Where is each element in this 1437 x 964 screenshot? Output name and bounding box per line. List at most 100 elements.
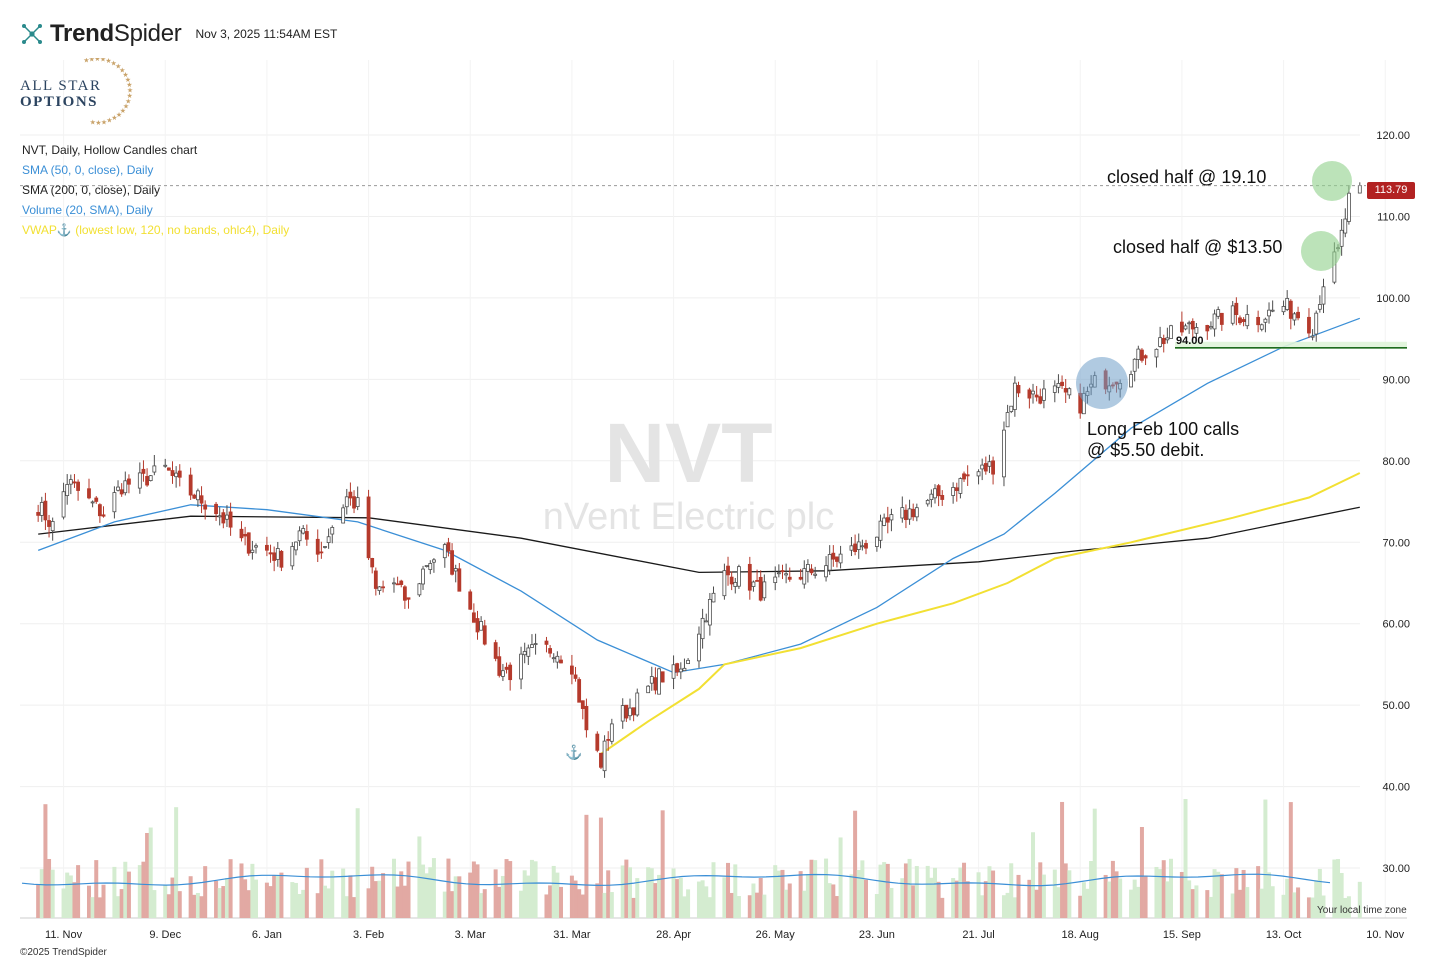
- legend-volume[interactable]: Volume (20, SMA), Daily: [22, 203, 153, 217]
- candle-body: [762, 581, 767, 599]
- volume-bar: [1103, 874, 1108, 918]
- candle-body: [940, 495, 945, 500]
- volume-bar: [504, 859, 509, 918]
- candle-body: [646, 685, 651, 694]
- timezone-label[interactable]: Your local time zone: [1317, 905, 1407, 916]
- candle-body: [631, 707, 636, 716]
- candle-body: [711, 592, 716, 603]
- candle-body: [1285, 298, 1290, 310]
- volume-bar: [860, 860, 865, 918]
- volume-bar: [976, 872, 981, 918]
- volume-bar: [468, 872, 473, 918]
- candle-body: [755, 580, 759, 582]
- volume-bar: [1161, 860, 1166, 918]
- candle-body: [246, 532, 251, 554]
- badge-star: ★: [126, 92, 132, 100]
- candle-body: [192, 494, 197, 499]
- candle-body: [1140, 349, 1144, 361]
- volume-bar: [174, 807, 179, 918]
- volume-bar: [903, 863, 908, 918]
- all-star-options-badge: ★ ★ ★ ★ ★ ★ ★ ★ ★ ★ ★ ★ ★ ★ ★ ★ ★ ★ ★ ★ ★ ★ ALL STAR OPTIONS: [20, 58, 135, 128]
- volume-bar: [479, 893, 484, 918]
- candle-body: [609, 723, 614, 742]
- volume-bar: [1230, 893, 1235, 918]
- candle-body: [555, 655, 560, 663]
- candle-body: [68, 479, 73, 485]
- candle-body: [522, 651, 527, 656]
- candle-body: [228, 511, 233, 528]
- candle-body: [1238, 317, 1242, 324]
- candle-body: [635, 692, 640, 716]
- volume-bar: [1241, 869, 1246, 918]
- candle-body: [446, 542, 451, 552]
- candle-body: [1179, 321, 1184, 333]
- volume-bar: [399, 871, 404, 918]
- volume-bar: [758, 877, 763, 918]
- volume-bar: [1216, 871, 1221, 918]
- volume-bar: [686, 889, 691, 918]
- x-tick-label: 3. Feb: [353, 929, 384, 941]
- volume-bar: [1132, 879, 1137, 918]
- volume-bar: [704, 886, 709, 918]
- volume-bar: [831, 884, 836, 918]
- volume-bar: [446, 858, 451, 918]
- volume-bar: [370, 866, 375, 918]
- candle-body: [682, 667, 687, 672]
- volume-bar: [39, 869, 44, 918]
- candle-body: [1216, 309, 1221, 317]
- legend-sma200[interactable]: SMA (200, 0, close), Daily: [22, 183, 161, 197]
- volume-bar: [1336, 859, 1341, 918]
- candle-body: [145, 476, 149, 486]
- volume-bar: [203, 866, 208, 918]
- candle-body: [417, 583, 422, 596]
- candle-body: [163, 464, 168, 467]
- volume-bar: [72, 882, 77, 918]
- volume-bar: [1267, 872, 1272, 918]
- candle-body: [773, 576, 778, 584]
- candle-body: [1292, 313, 1297, 321]
- badge-star: ★: [127, 87, 133, 95]
- volume-bar: [1237, 889, 1242, 918]
- volume-bar: [1205, 890, 1210, 918]
- candle-body: [90, 501, 95, 504]
- volume-bar: [406, 861, 411, 918]
- candle-body: [370, 557, 375, 568]
- volume-bar: [1052, 869, 1057, 918]
- x-tick-label: 31. Mar: [553, 929, 591, 941]
- candle-body: [653, 677, 658, 691]
- candle-body: [1136, 348, 1141, 360]
- x-tick-label: 23. Jun: [859, 929, 895, 941]
- candle-body: [76, 481, 80, 491]
- candle-body: [1212, 313, 1217, 330]
- volume-bar: [929, 877, 934, 918]
- volume-bar: [598, 817, 603, 918]
- legend-sma50[interactable]: SMA (50, 0, close), Daily: [22, 163, 154, 177]
- x-tick-label: 28. Apr: [656, 929, 691, 941]
- candle-body: [827, 554, 832, 571]
- volume-bar: [1168, 858, 1173, 918]
- volume-bar: [1001, 895, 1006, 918]
- candle-body: [475, 618, 480, 633]
- candle-body: [544, 640, 549, 645]
- candle-body: [482, 625, 487, 645]
- candle-body: [519, 653, 523, 680]
- candle-body: [671, 664, 676, 679]
- y-tick-label: 30.00: [1382, 863, 1410, 875]
- volume-bar: [1056, 887, 1061, 918]
- legend-vwap[interactable]: VWAP⚓ (lowest low, 120, no bands, ohlc4)…: [22, 223, 290, 237]
- axis-labels: 120.00 110.00 100.00 90.00 80.00 70.00 60.00 50…: [45, 130, 1410, 941]
- candle-body: [344, 496, 349, 508]
- volume-bar: [889, 887, 894, 918]
- candle-body: [1038, 396, 1043, 404]
- badge-star: ★: [106, 117, 112, 125]
- candle-body: [1347, 192, 1351, 222]
- volume-bar: [272, 875, 277, 918]
- volume-bar: [90, 897, 95, 918]
- candle-body: [72, 481, 77, 484]
- volume-bar: [878, 864, 883, 918]
- badge-star: ★: [120, 107, 126, 115]
- x-tick-label: 18. Aug: [1062, 929, 1099, 941]
- volume-bar: [853, 810, 858, 918]
- current-price-tag: 113.79: [1367, 182, 1415, 199]
